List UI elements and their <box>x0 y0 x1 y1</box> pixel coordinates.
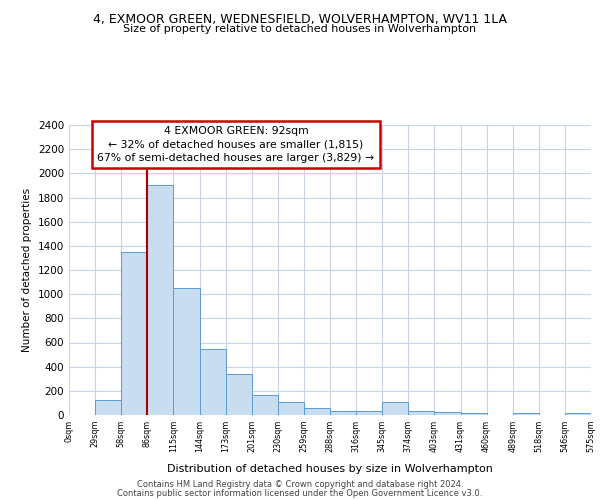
Bar <box>382 402 409 415</box>
Text: Size of property relative to detached houses in Wolverhampton: Size of property relative to detached ho… <box>124 24 476 34</box>
Text: 4, EXMOOR GREEN, WEDNESFIELD, WOLVERHAMPTON, WV11 1LA: 4, EXMOOR GREEN, WEDNESFIELD, WOLVERHAMP… <box>93 12 507 26</box>
Bar <box>409 412 434 415</box>
Bar <box>513 412 539 415</box>
Bar <box>95 400 121 415</box>
Bar <box>226 374 252 415</box>
Bar <box>173 288 199 415</box>
Bar <box>330 412 356 415</box>
Bar <box>199 348 226 415</box>
Bar <box>278 402 304 415</box>
Bar <box>434 412 461 415</box>
Bar <box>304 408 330 415</box>
Y-axis label: Number of detached properties: Number of detached properties <box>22 188 32 352</box>
Text: 4 EXMOOR GREEN: 92sqm
← 32% of detached houses are smaller (1,815)
67% of semi-d: 4 EXMOOR GREEN: 92sqm ← 32% of detached … <box>97 126 374 163</box>
Bar <box>565 412 591 415</box>
X-axis label: Distribution of detached houses by size in Wolverhampton: Distribution of detached houses by size … <box>167 464 493 473</box>
Text: Contains public sector information licensed under the Open Government Licence v3: Contains public sector information licen… <box>118 489 482 498</box>
Bar <box>461 412 487 415</box>
Bar <box>121 252 148 415</box>
Text: Contains HM Land Registry data © Crown copyright and database right 2024.: Contains HM Land Registry data © Crown c… <box>137 480 463 489</box>
Bar <box>252 395 278 415</box>
Bar <box>356 412 382 415</box>
Bar <box>148 186 173 415</box>
